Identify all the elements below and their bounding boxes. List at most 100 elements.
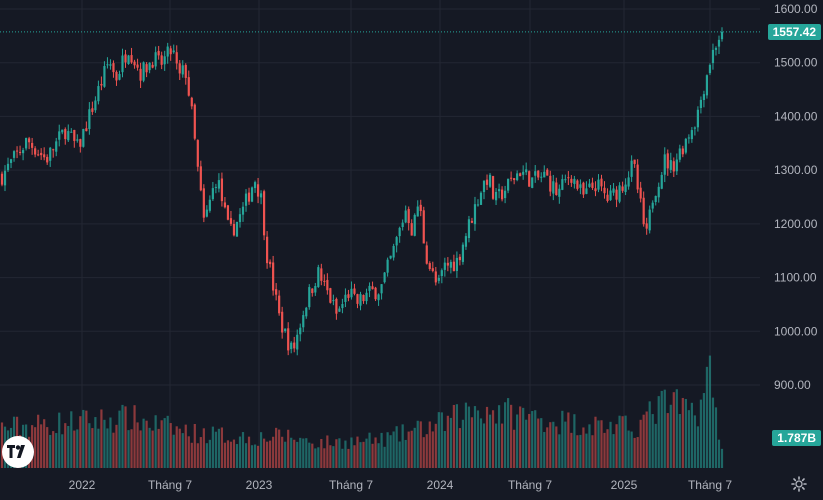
volume-bar	[443, 431, 446, 468]
volume-bar	[181, 433, 184, 468]
volume-bar	[413, 427, 416, 468]
tradingview-logo-icon[interactable]	[2, 436, 34, 468]
volume-bar	[85, 410, 88, 468]
volume-bar	[720, 448, 724, 468]
volume-bar	[40, 424, 43, 468]
volume-bar	[244, 443, 248, 468]
volume-bar	[43, 419, 46, 468]
candle-body	[15, 150, 19, 152]
candle-body	[582, 182, 585, 195]
volume-bar	[121, 404, 124, 468]
candle-body	[410, 223, 413, 236]
volume-bar	[491, 410, 495, 468]
candle-body	[208, 199, 211, 211]
candle-body	[392, 245, 395, 258]
volume-bar	[178, 428, 181, 468]
volume-bar	[633, 437, 636, 468]
volume-bar	[55, 433, 58, 468]
volume-bar	[479, 418, 483, 468]
candle-body	[136, 64, 139, 68]
volume-bar	[79, 416, 82, 468]
candle-body	[241, 206, 245, 215]
candle-body	[205, 209, 208, 217]
candle-body	[642, 197, 645, 225]
candle-body	[40, 152, 43, 156]
candle-body	[226, 205, 230, 220]
volume-bar	[395, 426, 398, 468]
candle-body	[470, 220, 474, 223]
candle-body	[705, 75, 709, 96]
volume-bar	[272, 436, 275, 468]
volume-bar	[94, 417, 97, 468]
candle-body	[600, 178, 603, 187]
volume-bar	[347, 448, 350, 468]
volume-bar	[639, 419, 642, 468]
candle-body	[503, 190, 507, 199]
volume-bar	[314, 448, 317, 468]
volume-bar	[109, 417, 112, 468]
candle-body	[82, 129, 85, 147]
volume-bar	[196, 443, 199, 468]
volume-bar	[528, 413, 531, 468]
candle-body	[121, 55, 124, 73]
volume-bar	[558, 434, 561, 468]
candle-body	[711, 49, 715, 64]
candle-body	[130, 55, 133, 63]
volume-bar	[645, 411, 648, 468]
candle-body	[537, 170, 540, 178]
volume-bar	[425, 434, 428, 468]
candle-body	[624, 184, 627, 192]
volume-bar	[73, 430, 76, 468]
candle-body	[25, 138, 28, 149]
candle-body	[160, 55, 163, 65]
volume-bar	[419, 421, 422, 468]
gear-icon[interactable]	[791, 476, 807, 492]
candle-body	[247, 192, 251, 202]
candle-body	[106, 64, 109, 66]
candle-body	[516, 173, 519, 181]
y-tick-label: 1000.00	[774, 324, 818, 338]
volume-bar	[401, 424, 404, 468]
x-axis[interactable]: 2022 Tháng 7 2023 Tháng 7 2024 Tháng 7 2025 Thá…	[69, 478, 733, 492]
volume-bar	[103, 419, 106, 468]
candle-body	[308, 287, 311, 308]
candle-body	[259, 193, 263, 198]
volume-bar	[371, 443, 374, 468]
candle-body	[284, 328, 287, 332]
volume-bar	[714, 407, 718, 468]
candle-body	[293, 342, 296, 349]
volume-bar	[440, 412, 443, 468]
candle-body	[356, 294, 359, 304]
volume-bar	[34, 427, 37, 468]
volume-bar	[696, 426, 699, 468]
candle-body	[61, 129, 64, 133]
volume-bar	[67, 425, 70, 468]
candle-body	[34, 148, 37, 155]
candle-body	[28, 138, 31, 143]
candle-body	[238, 214, 242, 223]
candle-body	[651, 202, 654, 209]
y-axis[interactable]: 1600.00 1500.00 1400.00 1300.00 1200.00 1100.…	[774, 2, 818, 392]
candle-body	[416, 206, 419, 217]
candle-body	[299, 327, 302, 335]
candle-body	[181, 65, 184, 75]
candle-body	[151, 64, 154, 68]
candle-body	[287, 328, 290, 351]
volume-bar	[519, 406, 522, 468]
volume-bar	[582, 427, 585, 468]
volume-bar	[497, 405, 501, 468]
volume-bar	[615, 424, 618, 468]
volume-bar	[169, 423, 172, 468]
volume-bar	[666, 413, 669, 468]
candle-body	[58, 131, 61, 140]
candle-body	[112, 63, 115, 73]
candle-body	[573, 178, 576, 184]
volume-bar	[266, 441, 269, 468]
candle-body	[6, 163, 10, 171]
candle-body	[443, 262, 446, 270]
volume-bar	[166, 415, 169, 468]
volume-bar	[76, 429, 79, 468]
volume-bar	[534, 410, 537, 468]
